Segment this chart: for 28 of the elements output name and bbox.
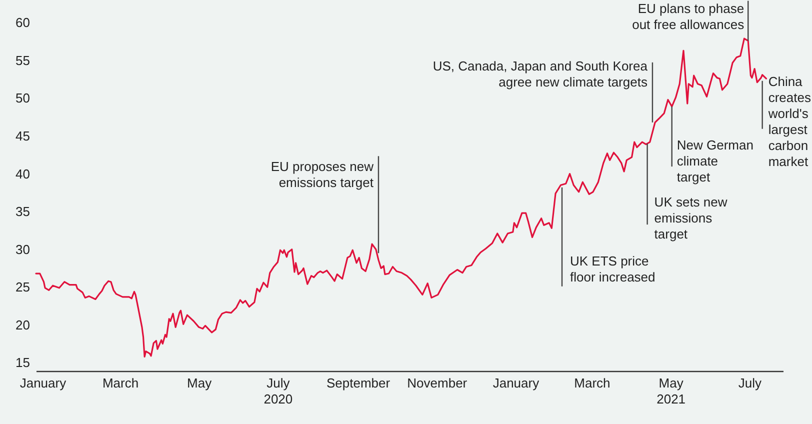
x-tick-label: September (326, 376, 391, 390)
x-tick-label: March (574, 376, 610, 390)
annotation: China creates world's largest carbon market (767, 74, 812, 169)
annotation: UK sets new emissions target (654, 194, 728, 242)
y-tick-label: 25 (16, 280, 30, 295)
x-tick-label: March (102, 376, 139, 390)
y-tick-label: 40 (16, 166, 30, 182)
x-tick-label: July (738, 376, 762, 390)
line-series (35, 38, 767, 358)
y-tick-label: 60 (16, 15, 30, 30)
annotation: EU plans to phase out free allowances (632, 0, 745, 32)
x-tick-label: May (187, 376, 212, 390)
annotation: UK ETS price floor increased (570, 253, 656, 284)
x-tick-label: November (407, 376, 468, 390)
y-tick-label: 35 (16, 204, 30, 220)
x-tick-label: July 2020 (264, 376, 293, 406)
x-tick-label: January (20, 376, 67, 390)
y-tick-label: 20 (16, 317, 30, 332)
y-tick-label: 30 (16, 242, 30, 257)
y-tick-label: 45 (16, 128, 30, 144)
y-tick-label: 55 (16, 52, 30, 68)
x-tick-label: January (492, 376, 540, 390)
annotation: EU proposes new emissions target (270, 159, 374, 190)
y-tick-label: 15 (16, 355, 30, 370)
annotation: US, Canada, Japan and South Korea agree new climate targets (432, 58, 648, 90)
y-tick-label: 50 (16, 90, 30, 106)
annotation: New German climate target (676, 138, 754, 185)
x-tick-label: May 2021 (656, 376, 686, 406)
